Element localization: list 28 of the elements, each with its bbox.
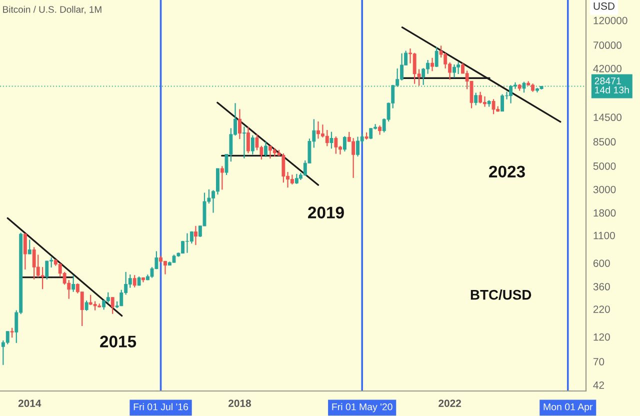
x-tick-label: 2022	[438, 400, 461, 407]
y-axis-title: USD	[594, 2, 614, 10]
y-tick-label: 42	[593, 381, 604, 389]
y-tick-label: 1800	[594, 209, 616, 217]
y-tick-label: 42000	[593, 64, 622, 72]
y-tick-label: 120	[594, 333, 610, 341]
y-tick-label: 3000	[593, 186, 616, 194]
ref-line-label: Fri 01 Jul '16	[134, 403, 188, 410]
y-tick-label: 8500	[593, 138, 616, 146]
y-tick-label: 600	[593, 260, 610, 267]
ref-line-label: Fri 01 May '20	[332, 403, 392, 412]
x-tick-label: 2014	[18, 400, 42, 407]
annotation: 2019	[308, 206, 344, 218]
y-tick-label: 120000	[594, 16, 628, 24]
annotation: 2015	[100, 336, 136, 348]
annotation: 2023	[489, 166, 525, 178]
x-tick-label: 2018	[228, 400, 251, 407]
text: Bitcoin / U.S. Dollar, 1M	[3, 6, 102, 14]
y-tick-label: 360	[593, 283, 610, 290]
y-tick-label: 70000	[593, 42, 622, 49]
y-tick-label: 5000	[593, 162, 616, 170]
y-tick-label: 70	[593, 358, 604, 366]
y-tick-label: 220	[593, 306, 610, 313]
y-tick-label: 1100	[594, 232, 615, 240]
annotation: BTC/USD	[470, 290, 532, 300]
y-tick-label: 14500	[594, 114, 622, 122]
ref-line-label: 28471 14d 13h	[594, 77, 629, 94]
ref-line-label: Mon 01 Apr	[544, 403, 593, 412]
